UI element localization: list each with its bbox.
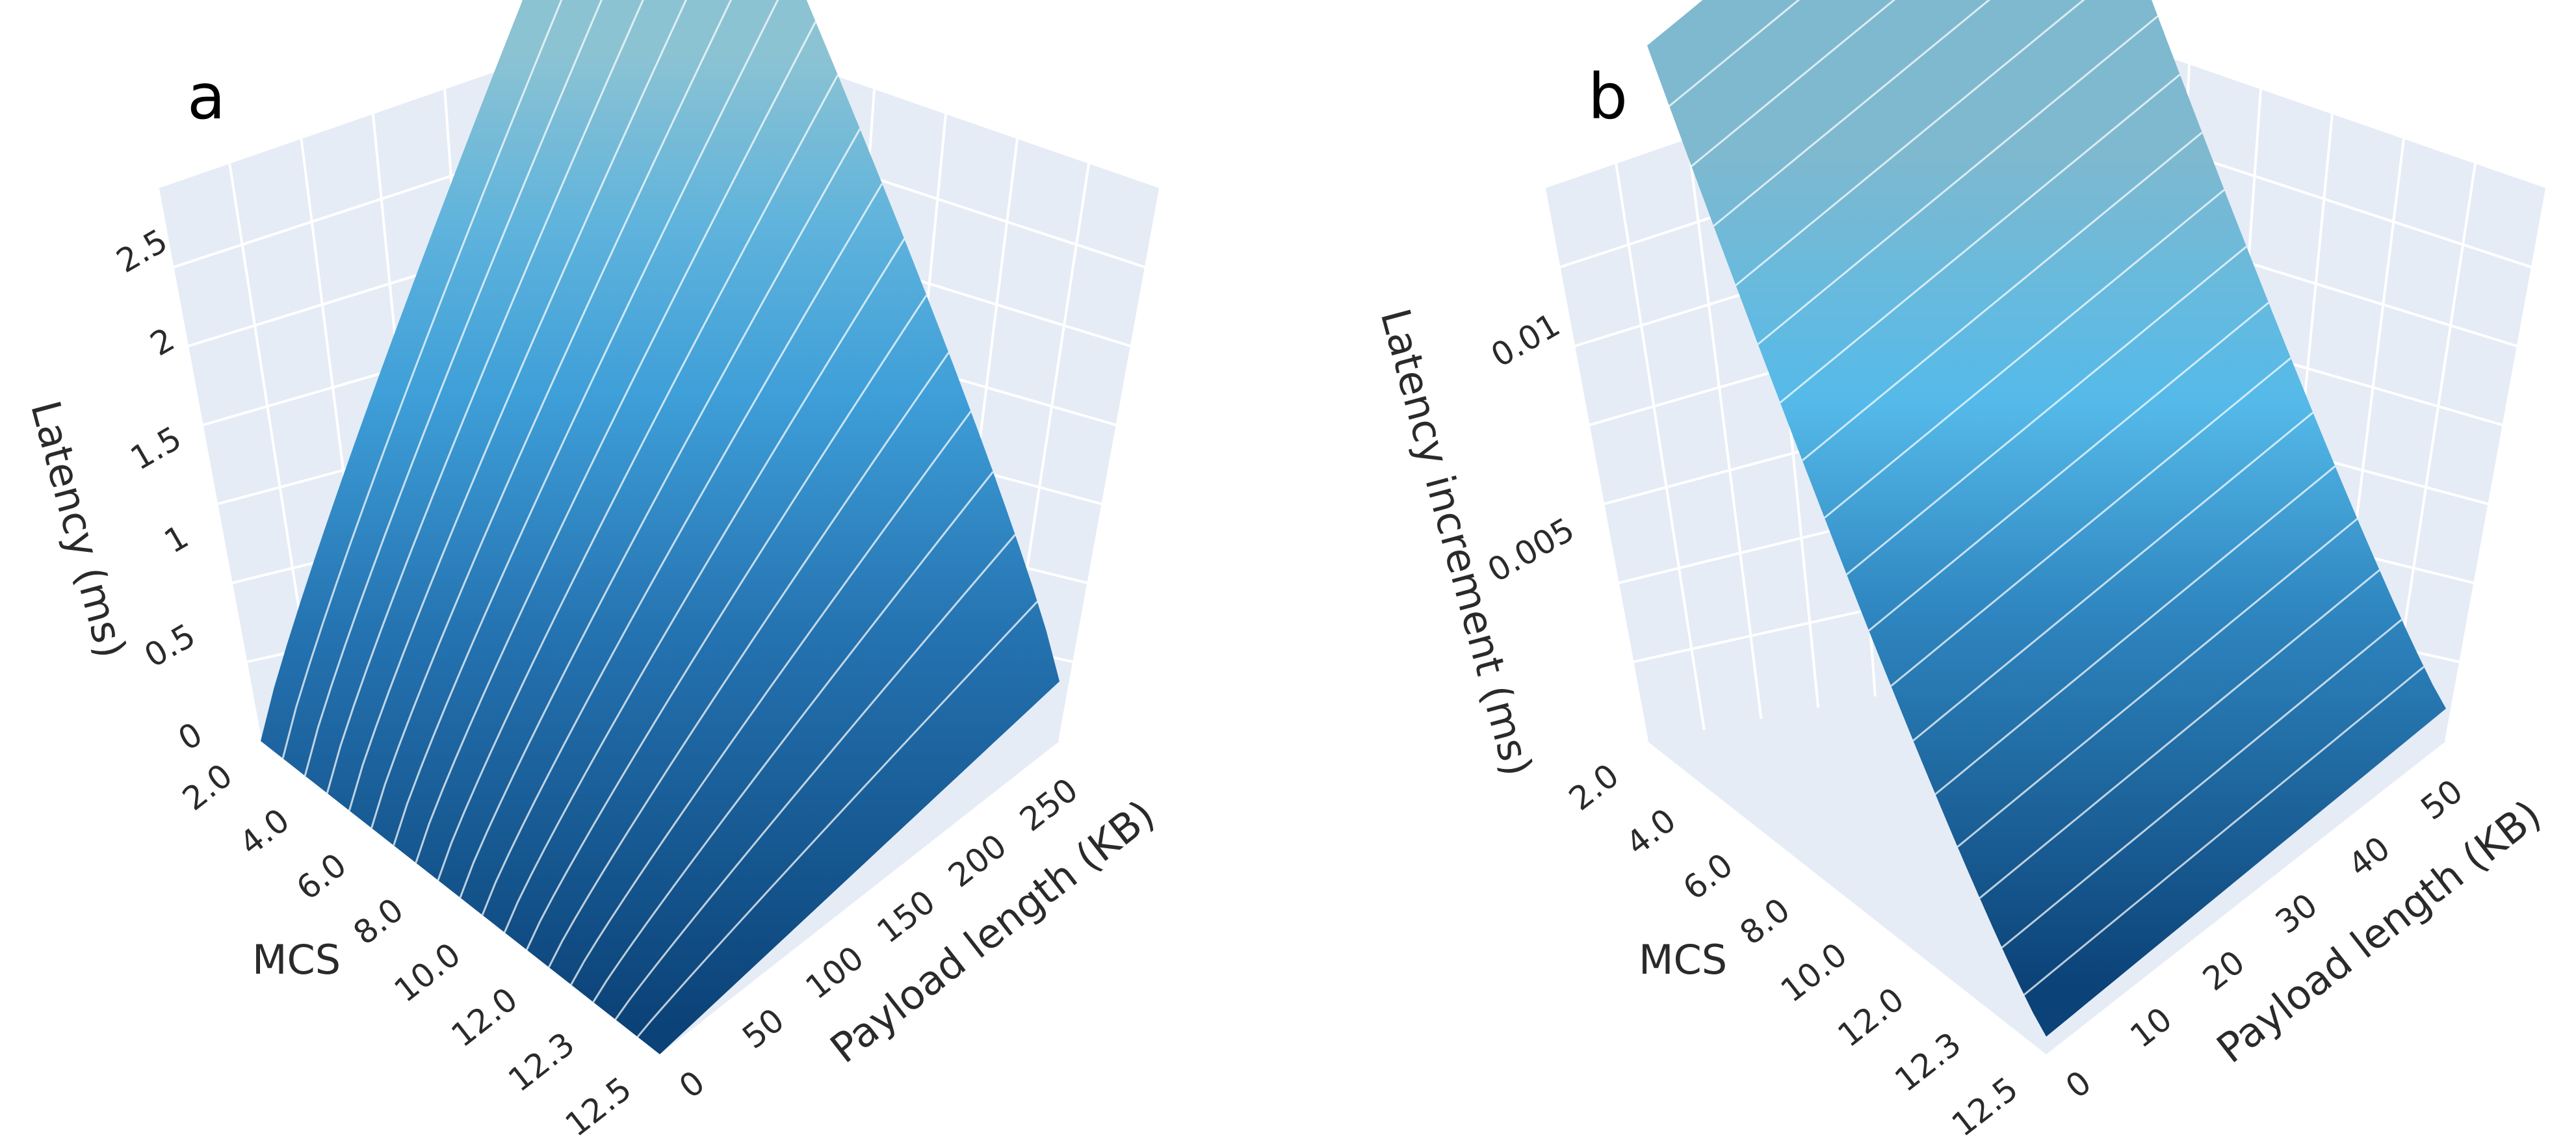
- z-tick-0.01: 0.01: [1485, 306, 1566, 375]
- panel-label: b: [1588, 60, 1628, 133]
- mcs-tick-2.0: 2.0: [176, 757, 239, 818]
- contour-line: [614, 534, 1016, 1020]
- contour-line: [415, 21, 817, 863]
- contour-line: [348, 0, 688, 811]
- contour-line: [459, 128, 861, 898]
- payload-tick-30: 30: [2269, 886, 2324, 941]
- grid-line: [1615, 163, 1706, 731]
- mcs-tick-8.0: 8.0: [346, 890, 410, 952]
- payload-tick-250: 250: [1013, 771, 1085, 838]
- payload-tick-0: 0: [2059, 1063, 2098, 1106]
- contour-line: [1912, 411, 2314, 742]
- z-axis-title: Latency (ms): [21, 396, 136, 663]
- z-tick-0.005: 0.005: [1481, 510, 1581, 590]
- mcs-tick-12.3: 12.3: [1888, 1025, 1968, 1099]
- contour-line: [393, 0, 779, 846]
- mcs-tick-10.0: 10.0: [387, 935, 467, 1009]
- grid-line: [157, 188, 262, 742]
- contour-line: [1735, 0, 2085, 287]
- payload-tick-150: 150: [870, 883, 943, 950]
- contour-lines: [281, 0, 1038, 1038]
- contour-line: [570, 410, 972, 985]
- z-tick-0.5: 0.5: [138, 616, 202, 675]
- grid-line: [1686, 138, 1763, 719]
- mcs-axis-title: MCS: [252, 936, 341, 983]
- payload-tick-100: 100: [799, 939, 871, 1006]
- mcs-tick-12.0: 12.0: [1831, 980, 1911, 1054]
- contour-line: [1801, 131, 2203, 462]
- contour-line: [326, 0, 644, 794]
- mcs-axis-title: MCS: [1639, 936, 1727, 983]
- mcs-tick-12.5: 12.5: [558, 1070, 638, 1144]
- contour-line: [1757, 15, 2159, 345]
- mcs-tick-12.5: 12.5: [1945, 1070, 2025, 1144]
- contour-line: [1691, 0, 1896, 167]
- grid-line: [1058, 188, 1162, 742]
- contour-line: [437, 74, 839, 881]
- payload-tick-0: 0: [672, 1063, 712, 1106]
- panel-a: a 0 0.5 1 1.5 2 2.5 Latency (ms) 2.0 4.0…: [21, 0, 1164, 1144]
- z-tick-1: 1: [158, 518, 195, 561]
- contour-line: [1868, 302, 2270, 632]
- contour-line: [1890, 357, 2292, 687]
- payload-tick-10: 10: [2123, 1000, 2179, 1056]
- payload-tick-200: 200: [941, 827, 1013, 894]
- contour-line: [481, 183, 883, 916]
- mcs-tick-4.0: 4.0: [1619, 801, 1683, 863]
- contour-line: [2001, 619, 2402, 949]
- contour-line: [1823, 188, 2225, 519]
- z-tick-labels: 0.005 0.01: [1481, 306, 1581, 590]
- mcs-tick-12.3: 12.3: [501, 1025, 581, 1099]
- contour-line: [2023, 666, 2425, 996]
- contour-line: [1979, 569, 2380, 899]
- payload-tick-20: 20: [2196, 943, 2252, 998]
- z-tick-2: 2: [144, 320, 181, 363]
- contour-line: [1846, 246, 2247, 576]
- grid-line: [1543, 188, 1648, 742]
- contour-line: [1957, 517, 2358, 848]
- payload-tick-50: 50: [2414, 772, 2470, 827]
- latency-increment-surface: [1647, 0, 2446, 1037]
- mcs-tick-2.0: 2.0: [1562, 757, 1626, 818]
- mcs-tick-10.0: 10.0: [1774, 935, 1854, 1009]
- panel-b: b 0.005 0.01 Latency increment (ms) 2.0 …: [1372, 0, 2550, 1144]
- contour-line: [1713, 0, 1991, 227]
- contour-line: [1934, 465, 2336, 796]
- panel-label: a: [187, 60, 226, 133]
- mcs-tick-6.0: 6.0: [289, 846, 353, 907]
- mcs-tick-12.0: 12.0: [445, 980, 525, 1054]
- payload-tick-40: 40: [2341, 829, 2397, 885]
- contour-line: [371, 0, 733, 829]
- grid-line: [2445, 188, 2548, 742]
- z-tick-2.5: 2.5: [111, 222, 174, 280]
- mcs-tick-4.0: 4.0: [233, 801, 296, 863]
- contour-line: [503, 238, 905, 933]
- contour-line: [1669, 0, 1801, 107]
- contour-lines: [1669, 0, 2425, 996]
- contour-line: [548, 352, 950, 968]
- payload-tick-50: 50: [735, 1001, 791, 1056]
- contour-line: [1779, 73, 2181, 404]
- z-tick-1.5: 1.5: [124, 419, 188, 478]
- mcs-tick-8.0: 8.0: [1733, 890, 1797, 952]
- z-tick-0: 0: [172, 715, 209, 758]
- contour-line: [304, 0, 603, 776]
- contour-line: [592, 471, 994, 1003]
- contour-line: [525, 294, 928, 950]
- mcs-tick-6.0: 6.0: [1676, 846, 1739, 907]
- contour-line: [636, 601, 1038, 1038]
- contour-line: [281, 0, 563, 759]
